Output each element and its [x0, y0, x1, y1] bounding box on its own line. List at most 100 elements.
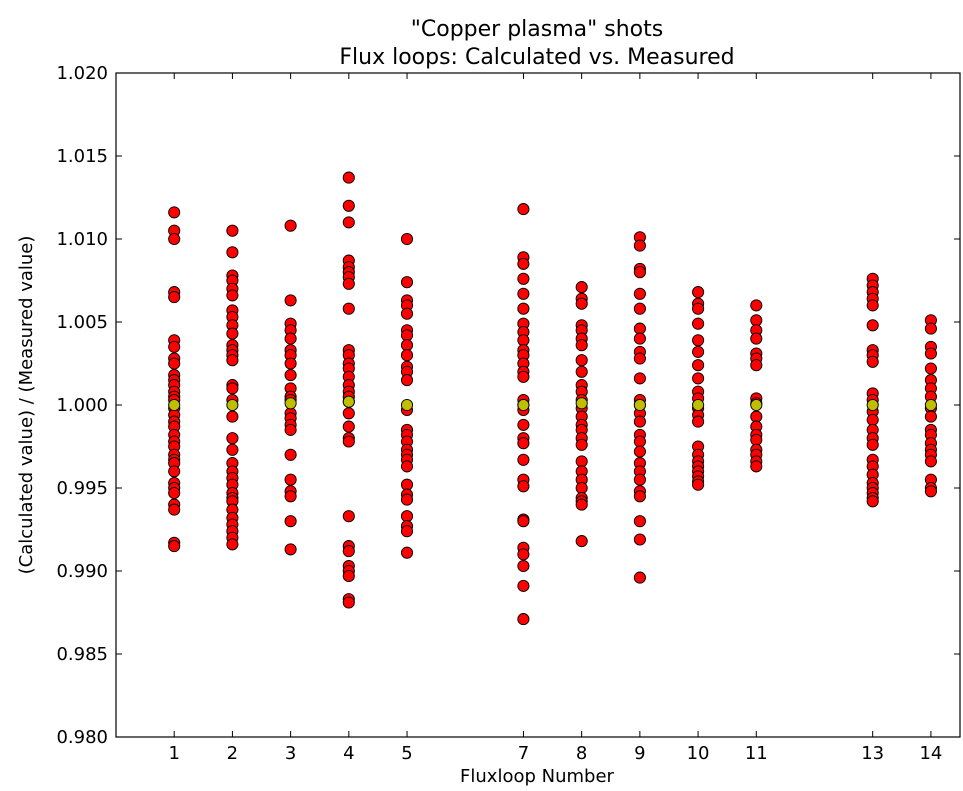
data-point — [633, 515, 646, 528]
data-point — [924, 322, 937, 335]
chart-title-line-1: "Copper plasma" shots — [411, 17, 663, 42]
x-tick-label: 4 — [343, 743, 354, 764]
data-point — [168, 540, 181, 553]
data-point — [168, 398, 181, 412]
x-tick-label: 13 — [861, 743, 884, 764]
data-point — [517, 548, 530, 561]
data-point — [400, 510, 414, 523]
data-point — [168, 340, 181, 353]
data-point — [517, 559, 530, 573]
data-point — [633, 287, 646, 300]
data-point — [750, 359, 763, 372]
x-tick-label: 3 — [285, 743, 296, 764]
x-tick-label: 10 — [687, 743, 710, 764]
data-point — [400, 339, 414, 352]
data-point — [692, 478, 705, 491]
data-point — [226, 432, 239, 445]
y-tick-label: 0.990 — [56, 561, 108, 582]
data-point — [517, 398, 530, 412]
x-tick-label: 7 — [518, 743, 529, 764]
data-point — [692, 372, 705, 385]
x-axis-label: Fluxloop Number — [460, 766, 614, 787]
y-tick-label: 1.000 — [56, 395, 108, 416]
data-point — [517, 480, 530, 493]
data-point — [342, 420, 355, 433]
data-point — [692, 359, 705, 372]
data-point — [342, 545, 355, 558]
data-point — [226, 538, 239, 551]
y-tick-label: 0.985 — [56, 644, 108, 665]
data-point — [400, 398, 414, 412]
data-point — [750, 410, 763, 423]
data-point — [633, 490, 646, 503]
data-point — [168, 503, 181, 516]
x-tick-label: 14 — [919, 743, 942, 764]
data-point — [284, 397, 297, 410]
data-point — [924, 410, 937, 423]
y-axis-label: (Calculated value) / (Measured value) — [16, 236, 37, 575]
data-point — [633, 302, 646, 315]
data-point — [633, 398, 646, 412]
data-point — [168, 465, 181, 478]
data-point — [226, 443, 239, 456]
data-point — [400, 307, 414, 320]
data-point — [342, 216, 355, 229]
data-point — [866, 438, 879, 451]
data-point — [168, 486, 181, 500]
data-point — [633, 322, 646, 335]
data-point — [575, 535, 588, 548]
data-point — [517, 515, 530, 528]
data-point — [284, 357, 297, 370]
data-point — [633, 372, 646, 385]
data-point — [342, 510, 355, 523]
data-point — [168, 232, 181, 246]
data-point — [692, 302, 705, 315]
data-point — [517, 418, 530, 431]
x-tick-label: 9 — [634, 743, 645, 764]
data-point — [866, 413, 879, 426]
data-point — [517, 437, 530, 450]
data-point — [750, 398, 763, 412]
data-point — [575, 354, 588, 367]
y-tick-label: 1.020 — [56, 63, 108, 84]
data-point — [692, 415, 705, 428]
data-point — [575, 339, 588, 352]
data-point — [517, 272, 530, 285]
data-point — [750, 332, 763, 345]
data-point — [168, 206, 181, 219]
x-tick-label: 5 — [401, 743, 412, 764]
plot-frame — [115, 72, 961, 738]
data-point — [342, 277, 355, 290]
data-point — [226, 289, 239, 302]
data-point — [284, 473, 297, 486]
data-point — [400, 349, 414, 362]
data-point — [866, 495, 879, 508]
data-point — [633, 473, 646, 486]
data-point — [866, 299, 879, 312]
y-tick-label: 0.980 — [56, 727, 108, 748]
data-point — [400, 493, 414, 506]
data-point — [400, 374, 414, 387]
data-point — [517, 613, 530, 626]
data-point — [924, 455, 937, 468]
data-point — [866, 319, 879, 332]
data-point — [924, 362, 937, 375]
data-point — [633, 266, 646, 279]
y-tick-label: 1.015 — [56, 146, 108, 167]
y-tick-label: 0.995 — [56, 478, 108, 499]
data-point — [400, 525, 414, 538]
data-point — [575, 455, 588, 468]
data-point — [400, 232, 414, 246]
data-point — [342, 435, 355, 448]
data-point — [517, 287, 530, 300]
data-point — [284, 448, 297, 461]
y-axis-ticks: 0.980 0.985 0.990 0.995 1.000 1.005 1.010 1.015… — [56, 63, 960, 748]
data-point — [750, 460, 763, 473]
data-point — [692, 398, 705, 412]
data-point — [517, 257, 530, 270]
data-point — [342, 395, 355, 408]
data-point — [342, 171, 355, 184]
data-point — [924, 347, 937, 360]
data-point — [342, 199, 355, 212]
data-point — [517, 302, 530, 315]
